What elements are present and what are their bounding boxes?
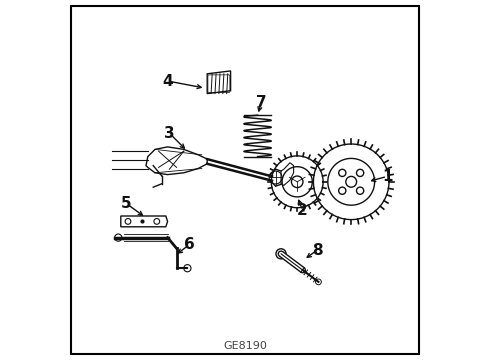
Text: 7: 7 — [256, 95, 267, 110]
Text: GE8190: GE8190 — [223, 341, 267, 351]
Text: 5: 5 — [121, 196, 131, 211]
Text: 3: 3 — [164, 126, 175, 141]
Circle shape — [292, 176, 303, 188]
Circle shape — [357, 169, 364, 176]
Text: 8: 8 — [312, 243, 322, 258]
Circle shape — [125, 219, 131, 224]
Circle shape — [184, 265, 191, 272]
Text: 2: 2 — [297, 203, 308, 218]
Circle shape — [339, 187, 346, 194]
Circle shape — [346, 176, 357, 187]
Circle shape — [276, 249, 286, 259]
Circle shape — [357, 187, 364, 194]
Text: 4: 4 — [162, 73, 173, 89]
Text: 1: 1 — [382, 169, 392, 184]
Circle shape — [316, 279, 321, 285]
Circle shape — [339, 169, 346, 176]
Circle shape — [115, 234, 122, 241]
Text: 6: 6 — [184, 237, 195, 252]
Circle shape — [154, 219, 160, 224]
